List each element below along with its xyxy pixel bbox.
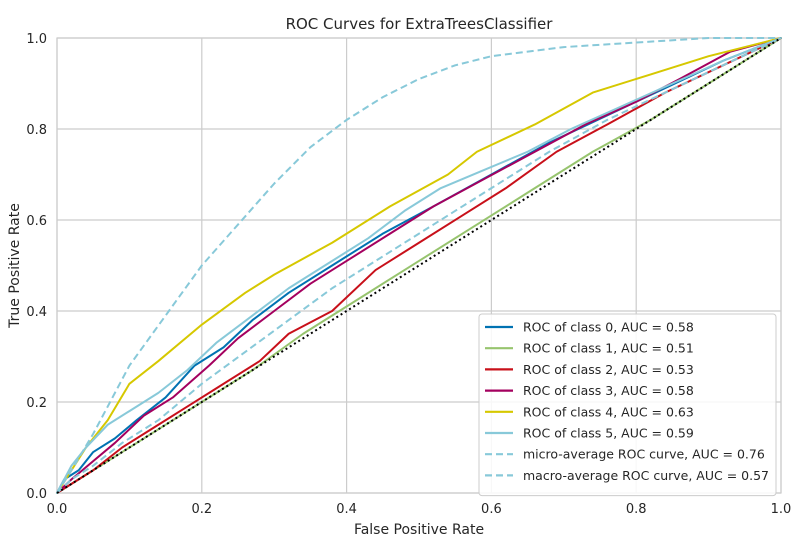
legend-label-5: ROC of class 5, AUC = 0.59 — [523, 426, 694, 441]
x-tick-label: 0.2 — [191, 502, 212, 517]
y-tick-label: 1.0 — [26, 32, 47, 47]
legend-label-6: micro-average ROC curve, AUC = 0.76 — [523, 447, 765, 462]
legend-label-4: ROC of class 4, AUC = 0.63 — [523, 404, 694, 419]
roc-curve-7 — [56, 37, 782, 494]
chart-title: ROC Curves for ExtraTreesClassifier — [286, 15, 554, 33]
x-tick-label: 0.8 — [626, 502, 647, 517]
y-tick-label: 0.2 — [26, 396, 47, 411]
legend-box — [478, 313, 777, 497]
legend-label-2: ROC of class 2, AUC = 0.53 — [523, 362, 694, 377]
y-tick-label: 0.0 — [26, 487, 47, 502]
roc-curve-5 — [56, 37, 782, 494]
roc-curve-4 — [56, 37, 782, 494]
roc-curve-3 — [56, 37, 782, 494]
x-tick-labels: 0.0 0.2 0.4 0.6 0.8 1.0 — [47, 502, 792, 517]
legend-label-0: ROC of class 0, AUC = 0.58 — [523, 320, 694, 335]
y-tick-label: 0.6 — [26, 214, 47, 229]
x-tick-label: 0.0 — [47, 502, 68, 517]
x-tick-label: 1.0 — [771, 502, 792, 517]
y-tick-label: 0.4 — [26, 305, 47, 320]
legend-label-1: ROC of class 1, AUC = 0.51 — [523, 341, 694, 356]
y-tick-label: 0.8 — [26, 123, 47, 138]
x-tick-label: 0.4 — [336, 502, 357, 517]
y-tick-labels: 0.0 0.2 0.4 0.6 0.8 1.0 — [26, 32, 47, 502]
roc-curves — [56, 37, 782, 494]
roc-curve-2 — [56, 37, 782, 494]
x-axis-label: False Positive Rate — [354, 522, 484, 538]
y-axis-label: True Positive Rate — [7, 203, 23, 329]
x-tick-label: 0.6 — [481, 502, 502, 517]
legend-label-7: macro-average ROC curve, AUC = 0.57 — [523, 468, 769, 483]
legend: ROC of class 0, AUC = 0.58 ROC of class 1… — [478, 313, 777, 497]
legend-label-3: ROC of class 3, AUC = 0.58 — [523, 383, 694, 398]
roc-curve-6 — [56, 37, 781, 494]
